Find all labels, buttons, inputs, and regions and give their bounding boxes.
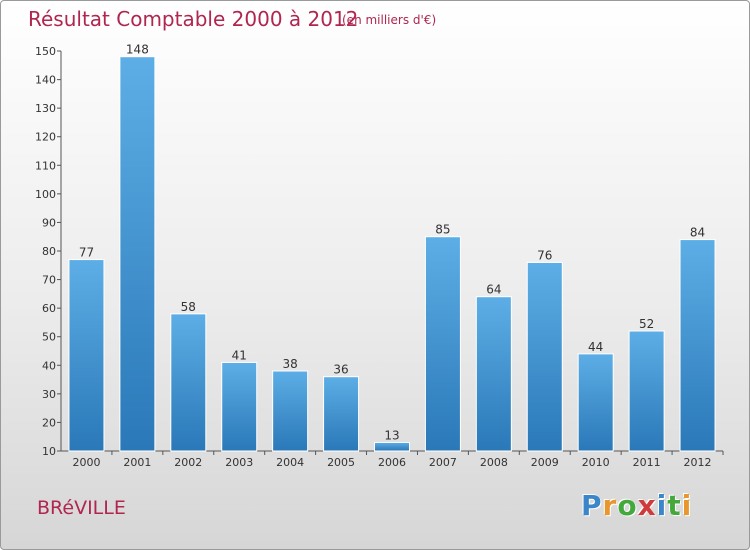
x-tick-label-2009: 2009	[531, 456, 559, 469]
chart-title: Résultat Comptable 2000 à 2012	[28, 7, 359, 31]
value-label-2003: 41	[232, 348, 247, 362]
value-label-2009: 76	[537, 248, 552, 262]
logo-letter: o	[617, 489, 638, 522]
value-label-2010: 44	[588, 340, 603, 354]
x-tick-label-2004: 2004	[276, 456, 304, 469]
y-tick-label: 40	[42, 359, 56, 372]
commune-name: BRéVILLE	[37, 497, 126, 519]
x-tick-label-2012: 2012	[684, 456, 712, 469]
logo-letter: i	[656, 489, 668, 522]
bar-2004	[272, 370, 309, 452]
x-tick-label-2000: 2000	[72, 456, 100, 469]
value-label-2011: 52	[639, 317, 654, 331]
bar-2003	[221, 361, 258, 452]
proxiti-logo: Proxiti	[581, 489, 692, 522]
chart-subtitle: (en milliers d'€)	[342, 13, 437, 27]
value-label-2008: 64	[486, 283, 501, 297]
value-label-2006: 13	[384, 428, 399, 442]
x-tick-label-2011: 2011	[633, 456, 661, 469]
value-label-2001: 148	[126, 43, 149, 57]
value-label-2004: 38	[283, 357, 298, 371]
bar-2006	[374, 441, 410, 452]
bar-2012	[679, 239, 716, 452]
y-tick-label: 80	[42, 245, 56, 258]
bar-2001	[119, 56, 156, 452]
y-tick-label: 30	[42, 388, 56, 401]
x-tick-label-2001: 2001	[123, 456, 151, 469]
bar-2010	[577, 353, 614, 452]
bar-2007	[424, 236, 461, 452]
value-label-2000: 77	[79, 246, 94, 260]
bar-2000	[68, 259, 105, 452]
y-tick-label: 120	[35, 131, 56, 144]
y-tick-label: 10	[42, 445, 56, 458]
x-tick-label-2007: 2007	[429, 456, 457, 469]
x-tick-label-2003: 2003	[225, 456, 253, 469]
y-tick-label: 50	[42, 331, 56, 344]
value-label-2005: 36	[333, 363, 348, 377]
logo-letter: x	[637, 489, 657, 522]
x-tick-label-2002: 2002	[174, 456, 202, 469]
y-tick-label: 150	[35, 45, 56, 58]
bar-2011	[628, 330, 665, 452]
x-tick-label-2006: 2006	[378, 456, 406, 469]
bar-2008	[475, 296, 512, 452]
value-label-2002: 58	[181, 300, 196, 314]
x-tick-label-2008: 2008	[480, 456, 508, 469]
bar-2005	[323, 376, 360, 452]
value-label-2012: 84	[690, 226, 705, 240]
y-tick-label: 140	[35, 74, 56, 87]
y-tick-label: 100	[35, 188, 56, 201]
y-tick-label: 110	[35, 159, 56, 172]
y-tick-label: 70	[42, 274, 56, 287]
x-tick-label-2005: 2005	[327, 456, 355, 469]
value-label-2007: 85	[435, 223, 450, 237]
logo-letter: i	[681, 489, 693, 522]
y-tick-label: 60	[42, 302, 56, 315]
y-tick-label: 20	[42, 416, 56, 429]
bar-2002	[170, 313, 207, 452]
x-tick-label-2010: 2010	[582, 456, 610, 469]
bar-2009	[526, 261, 563, 452]
y-tick-label: 130	[35, 102, 56, 115]
y-tick-label: 90	[42, 216, 56, 229]
logo-letter: t	[667, 489, 682, 522]
logo-letter: P	[581, 489, 603, 522]
logo-letter: r	[602, 489, 618, 522]
